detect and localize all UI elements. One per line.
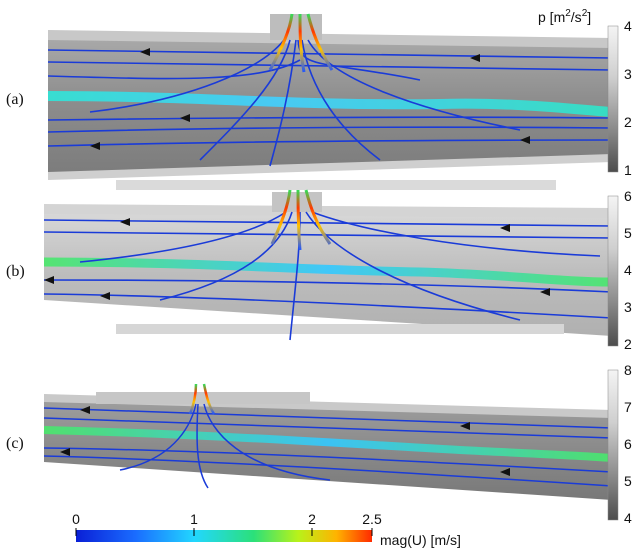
tick-label: 2.5 [362, 511, 382, 527]
tick-label: 8 [624, 362, 632, 378]
tick-label: 7 [624, 399, 632, 415]
pressure-label-mid: /s [571, 9, 582, 25]
flow-arrows [60, 406, 510, 476]
colorbar-gradient [607, 25, 619, 173]
panel-label: (a) [6, 91, 24, 108]
tick-label: 0 [72, 511, 80, 527]
tick-marks [75, 528, 373, 536]
pressure-label-sup2: 2 [582, 8, 588, 19]
pressure-label-suffix: ] [587, 9, 591, 25]
tick-label: 4 [624, 510, 632, 526]
panel-b: (b) [6, 189, 613, 341]
tick-label: 5 [624, 473, 632, 489]
jet-core [47, 91, 613, 117]
flow-arrows [90, 48, 530, 150]
outlet-block [116, 180, 556, 190]
pressure-label: p [m2/s2] [538, 8, 591, 25]
colorbar-gradient [76, 530, 372, 542]
tick-label: 6 [624, 436, 632, 452]
colorbar-gradient [607, 369, 619, 521]
pressure-label-prefix: p [m [538, 9, 565, 25]
panel-label: (c) [6, 435, 24, 452]
velocity-colorbar: 0 1 2 2.5 mag(U) [m/s] [72, 511, 461, 548]
outlet-block [116, 324, 564, 334]
tick-label: 2 [624, 114, 632, 130]
inlet-plume [270, 189, 332, 251]
pressure-colorbar-c: 8 7 6 5 4 [607, 362, 632, 526]
tick-label: 4 [624, 262, 632, 278]
panel-label: (b) [6, 263, 25, 280]
channel-top-wall [44, 204, 612, 218]
channel-bottom-lip [48, 154, 612, 180]
panel-c: (c) [6, 383, 613, 500]
tick-label: 3 [624, 299, 632, 315]
tick-label: 2 [308, 511, 316, 527]
tick-label: 6 [624, 188, 632, 204]
pressure-label-sup1: 2 [565, 8, 571, 19]
tick-label: 1 [624, 162, 632, 178]
inlet-plume [188, 383, 216, 415]
channel-top-wall [48, 30, 612, 48]
inlet-tower [96, 392, 310, 404]
velocity-label: mag(U) [m/s] [380, 532, 461, 548]
tick-label: 2 [624, 336, 632, 352]
tick-label: 5 [624, 225, 632, 241]
tick-label: 3 [624, 66, 632, 82]
tick-label: 4 [624, 18, 632, 34]
jet-core [43, 426, 613, 462]
pressure-colorbar-b: 6 5 4 3 2 [607, 188, 632, 352]
jet-core [43, 257, 613, 287]
flow-arrows [44, 218, 550, 300]
colorbar-gradient [607, 195, 619, 347]
tick-label: 1 [190, 511, 198, 527]
pressure-colorbar-a: 4 3 2 1 [607, 18, 632, 178]
inlet-plume [268, 13, 334, 73]
panel-a: (a) [6, 13, 613, 190]
